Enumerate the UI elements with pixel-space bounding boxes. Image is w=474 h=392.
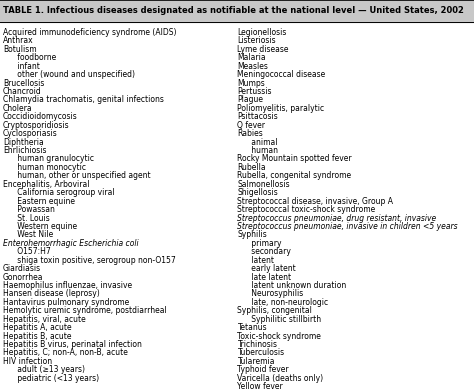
Text: Hepatitis, C; non-A, non-B, acute: Hepatitis, C; non-A, non-B, acute [3, 348, 128, 358]
Text: Hantavirus pulmonary syndrome: Hantavirus pulmonary syndrome [3, 298, 129, 307]
Text: Syphilis, congenital: Syphilis, congenital [237, 306, 312, 315]
Text: Cholera: Cholera [3, 104, 32, 113]
Text: Chancroid: Chancroid [3, 87, 42, 96]
Text: foodborne: foodborne [3, 53, 56, 62]
Text: Shigellosis: Shigellosis [237, 188, 278, 197]
Text: Acquired immunodeficiency syndrome (AIDS): Acquired immunodeficiency syndrome (AIDS… [3, 28, 176, 37]
Text: Eastern equine: Eastern equine [3, 197, 75, 206]
Text: West Nile: West Nile [3, 230, 53, 240]
Text: Haemophilus influenzae, invasive: Haemophilus influenzae, invasive [3, 281, 132, 290]
Text: Lyme disease: Lyme disease [237, 45, 289, 54]
Text: Toxic-shock syndrome: Toxic-shock syndrome [237, 332, 321, 341]
Text: Encephalitis, Arboviral: Encephalitis, Arboviral [3, 180, 89, 189]
Text: human, other or unspecified agent: human, other or unspecified agent [3, 171, 150, 180]
Text: Ehrlichiosis: Ehrlichiosis [3, 146, 46, 155]
Text: TABLE 1. Infectious diseases designated as notifiable at the national level — Un: TABLE 1. Infectious diseases designated … [3, 6, 464, 15]
Text: Q fever: Q fever [237, 121, 265, 130]
Text: Coccidioidomycosis: Coccidioidomycosis [3, 113, 78, 122]
Text: Anthrax: Anthrax [3, 36, 34, 45]
Text: Syphilis: Syphilis [237, 230, 267, 240]
Text: animal: animal [237, 138, 278, 147]
Text: primary: primary [237, 239, 282, 248]
Text: Botulism: Botulism [3, 45, 36, 54]
Text: Streptococcal toxic-shock syndrome: Streptococcal toxic-shock syndrome [237, 205, 376, 214]
Text: late, non-neurologic: late, non-neurologic [237, 298, 328, 307]
Text: human monocytic: human monocytic [3, 163, 86, 172]
Text: Malaria: Malaria [237, 53, 266, 62]
Text: Rabies: Rabies [237, 129, 263, 138]
Text: Western equine: Western equine [3, 222, 77, 231]
Text: Plague: Plague [237, 96, 264, 105]
Text: Rubella: Rubella [237, 163, 266, 172]
Text: pediatric (<13 years): pediatric (<13 years) [3, 374, 99, 383]
Text: Brucellosis: Brucellosis [3, 79, 44, 87]
Text: Pertussis: Pertussis [237, 87, 272, 96]
Text: Listeriosis: Listeriosis [237, 36, 276, 45]
Text: shiga toxin positive, serogroup non-O157: shiga toxin positive, serogroup non-O157 [3, 256, 175, 265]
Text: late latent: late latent [237, 272, 292, 281]
Text: Measles: Measles [237, 62, 268, 71]
Text: Syphilitic stillbirth: Syphilitic stillbirth [237, 315, 321, 324]
Text: Gonorrhea: Gonorrhea [3, 272, 43, 281]
Text: Hepatitis B, acute: Hepatitis B, acute [3, 332, 72, 341]
Text: human granulocytic: human granulocytic [3, 154, 94, 163]
Text: California serogroup viral: California serogroup viral [3, 188, 114, 197]
Text: early latent: early latent [237, 264, 296, 273]
Text: Hansen disease (leprosy): Hansen disease (leprosy) [3, 289, 100, 298]
Text: Mumps: Mumps [237, 79, 265, 87]
Text: Varicella (deaths only): Varicella (deaths only) [237, 374, 324, 383]
Text: Cryptosporidiosis: Cryptosporidiosis [3, 121, 70, 130]
Text: Rocky Mountain spotted fever: Rocky Mountain spotted fever [237, 154, 352, 163]
Text: Tuberculosis: Tuberculosis [237, 348, 284, 358]
Text: Giardiasis: Giardiasis [3, 264, 41, 273]
Text: Hepatitis B virus, perinatal infection: Hepatitis B virus, perinatal infection [3, 340, 142, 349]
Text: Meningococcal disease: Meningococcal disease [237, 70, 326, 79]
Text: Hepatitis A, acute: Hepatitis A, acute [3, 323, 72, 332]
Text: human: human [237, 146, 278, 155]
Text: Hepatitis, viral, acute: Hepatitis, viral, acute [3, 315, 86, 324]
Text: HIV infection: HIV infection [3, 357, 52, 366]
Text: Poliomyelitis, paralytic: Poliomyelitis, paralytic [237, 104, 325, 113]
Text: Streptococcus pneumoniae, invasive in children <5 years: Streptococcus pneumoniae, invasive in ch… [237, 222, 458, 231]
Text: Neurosyphilis: Neurosyphilis [237, 289, 304, 298]
Text: Streptococcus pneumoniae, drug resistant, invasive: Streptococcus pneumoniae, drug resistant… [237, 214, 437, 223]
Text: secondary: secondary [237, 247, 292, 256]
Text: Legionellosis: Legionellosis [237, 28, 287, 37]
Text: Diphtheria: Diphtheria [3, 138, 44, 147]
Text: Cyclosporiasis: Cyclosporiasis [3, 129, 58, 138]
Text: latent: latent [237, 256, 274, 265]
Text: other (wound and unspecified): other (wound and unspecified) [3, 70, 135, 79]
Text: Chlamydia trachomatis, genital infections: Chlamydia trachomatis, genital infection… [3, 96, 164, 105]
Text: Powassan: Powassan [3, 205, 55, 214]
Text: Typhoid fever: Typhoid fever [237, 365, 289, 374]
Text: Hemolytic uremic syndrome, postdiarrheal: Hemolytic uremic syndrome, postdiarrheal [3, 306, 166, 315]
Text: O157:H7: O157:H7 [3, 247, 51, 256]
Text: Yellow fever: Yellow fever [237, 382, 283, 391]
Text: Tetanus: Tetanus [237, 323, 267, 332]
Text: Psittacosis: Psittacosis [237, 113, 278, 122]
Text: infant: infant [3, 62, 40, 71]
Text: Enterohemorrhagic Escherichia coli: Enterohemorrhagic Escherichia coli [3, 239, 138, 248]
Text: Streptococcal disease, invasive, Group A: Streptococcal disease, invasive, Group A [237, 197, 393, 206]
Text: Trichinosis: Trichinosis [237, 340, 277, 349]
Text: latent unknown duration: latent unknown duration [237, 281, 346, 290]
Bar [0, 0, 474, 22]
Text: Tularemia: Tularemia [237, 357, 275, 366]
Text: Salmonellosis: Salmonellosis [237, 180, 290, 189]
Text: Rubella, congenital syndrome: Rubella, congenital syndrome [237, 171, 352, 180]
Text: St. Louis: St. Louis [3, 214, 50, 223]
Text: adult (≥13 years): adult (≥13 years) [3, 365, 85, 374]
